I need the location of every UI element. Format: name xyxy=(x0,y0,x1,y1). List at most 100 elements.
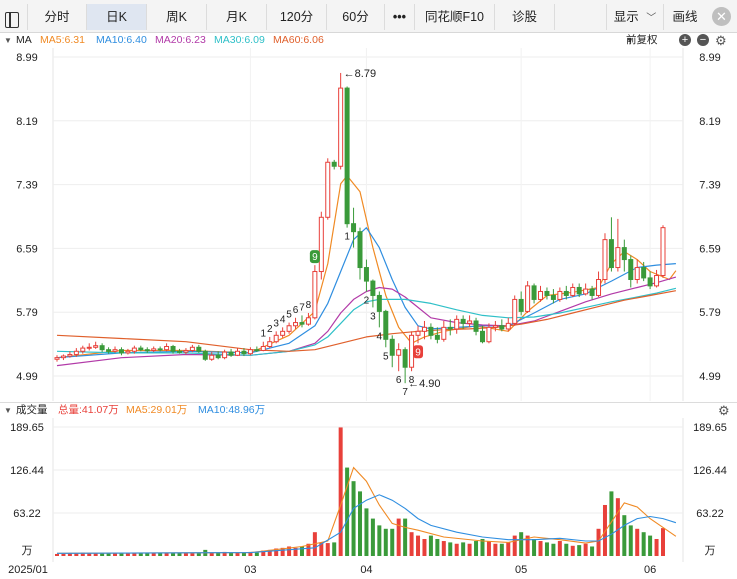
tab-monthly-k[interactable]: 月K xyxy=(207,4,267,30)
layout-toggle-button[interactable] xyxy=(0,4,28,30)
candle-down xyxy=(499,325,505,330)
volume-bar xyxy=(377,525,382,556)
volume-bar xyxy=(525,535,530,556)
candle-down xyxy=(428,326,434,336)
volume-bar xyxy=(158,553,163,556)
low-price-label: ←4.90 xyxy=(408,378,440,390)
volume-tick-right: 63.22 xyxy=(696,508,724,520)
vol-ma10-line xyxy=(56,494,677,554)
ma10-value: MA10:6.40 xyxy=(96,34,147,46)
candle-down xyxy=(383,310,389,340)
close-icon[interactable]: ✕ xyxy=(712,7,731,26)
tab-weekly-k[interactable]: 周K xyxy=(147,4,207,30)
volume-bar xyxy=(615,498,620,556)
chart-toolbar: 分时 日K 周K 月K 120分 60分 ••• 同花顺F10 诊股 显示 ﹀ … xyxy=(0,0,737,33)
date-tick: 03 xyxy=(244,564,256,576)
volume-bar xyxy=(177,553,182,556)
display-label: 显示 xyxy=(613,10,639,24)
volume-bar xyxy=(254,552,259,556)
tab-timeshare[interactable]: 分时 xyxy=(28,4,87,30)
volume-bar xyxy=(519,532,524,556)
volume-bar xyxy=(448,542,453,556)
indicator-legend: ▼ MA MA5:6.31 MA10:6.40 MA20:6.23 MA30:6… xyxy=(0,33,737,48)
volume-bar xyxy=(557,541,562,556)
indicator-name[interactable]: MA xyxy=(16,34,32,46)
chevron-down-icon: ▼ xyxy=(626,36,634,45)
volume-bar xyxy=(364,508,369,556)
gear-icon[interactable]: ⚙ xyxy=(718,403,730,418)
volume-bar xyxy=(512,535,517,556)
candle-down xyxy=(138,347,144,351)
candle-up xyxy=(305,317,311,325)
candle-down xyxy=(118,349,124,354)
more-periods-button[interactable]: ••• xyxy=(385,4,415,30)
ma30-line xyxy=(56,287,677,356)
td-count-label: 5 xyxy=(383,351,389,362)
tab-daily-k[interactable]: 日K xyxy=(87,4,147,30)
td-count-label: 1 xyxy=(261,329,267,340)
candle-up xyxy=(260,345,266,351)
adjust-label: 前复权 xyxy=(626,34,658,46)
candle-up xyxy=(421,326,427,332)
candle-up xyxy=(93,345,99,348)
candle-up xyxy=(286,325,292,332)
display-dropdown[interactable]: 显示 ﹀ xyxy=(606,4,664,30)
candle-down xyxy=(576,286,582,295)
volume-bar xyxy=(467,543,472,556)
volume-bar xyxy=(319,542,324,556)
candle-up xyxy=(183,349,189,353)
volume-bar xyxy=(229,552,234,556)
candle-down xyxy=(196,346,202,352)
volume-bar xyxy=(164,553,169,556)
volume-bar xyxy=(661,528,665,556)
volume-bar xyxy=(125,553,130,556)
gear-icon[interactable]: ⚙ xyxy=(715,33,727,48)
zoom-out-icon[interactable]: − xyxy=(697,34,709,46)
candle-up xyxy=(596,279,602,296)
volume-indicator-name[interactable]: 成交量 xyxy=(16,404,48,416)
price-tick-right: 4.99 xyxy=(699,371,720,383)
candle-up xyxy=(151,348,157,351)
candle-up xyxy=(570,286,576,296)
volume-tick-right: 189.65 xyxy=(693,422,727,434)
volume-bar xyxy=(435,538,440,556)
volume-bar xyxy=(506,542,511,556)
candle-down xyxy=(299,322,305,325)
collapse-icon[interactable]: ▼ xyxy=(4,406,12,415)
volume-bar xyxy=(622,515,627,556)
candle-up xyxy=(235,350,241,356)
volume-bar xyxy=(267,549,272,556)
volume-tick-left: 189.65 xyxy=(10,422,44,434)
candle-down xyxy=(434,334,440,340)
candle-down xyxy=(241,350,247,355)
candle-up xyxy=(209,354,215,360)
candle-down xyxy=(544,290,550,296)
date-tick: 04 xyxy=(360,564,372,576)
td-nine-badge xyxy=(309,250,320,264)
candle-up xyxy=(247,349,253,355)
zoom-in-icon[interactable]: + xyxy=(679,34,691,46)
candle-down xyxy=(389,338,395,356)
volume-bar xyxy=(358,491,362,556)
volume-bars xyxy=(55,427,677,556)
tab-120min[interactable]: 120分 xyxy=(267,4,327,30)
draw-line-button[interactable]: 画线 xyxy=(672,10,698,24)
diagnose-button[interactable]: 诊股 xyxy=(495,4,555,30)
candle-down xyxy=(351,223,357,233)
volume-tick-right: 万 xyxy=(705,545,716,557)
f10-button[interactable]: 同花顺F10 xyxy=(415,4,495,30)
candle-down xyxy=(473,320,479,332)
volume-tick-left: 126.44 xyxy=(10,465,44,477)
date-tick: 2025/01 xyxy=(8,564,48,576)
tab-60min[interactable]: 60分 xyxy=(327,4,385,30)
volume-bar xyxy=(100,553,105,556)
collapse-icon[interactable]: ▼ xyxy=(4,36,12,45)
candle-up xyxy=(660,227,666,277)
price-tick-right: 8.19 xyxy=(699,116,720,128)
ma20-value: MA20:6.23 xyxy=(155,34,206,46)
candle-down xyxy=(344,87,350,225)
td-count-label: 5 xyxy=(286,310,292,321)
td-count-label: 3 xyxy=(273,318,279,329)
